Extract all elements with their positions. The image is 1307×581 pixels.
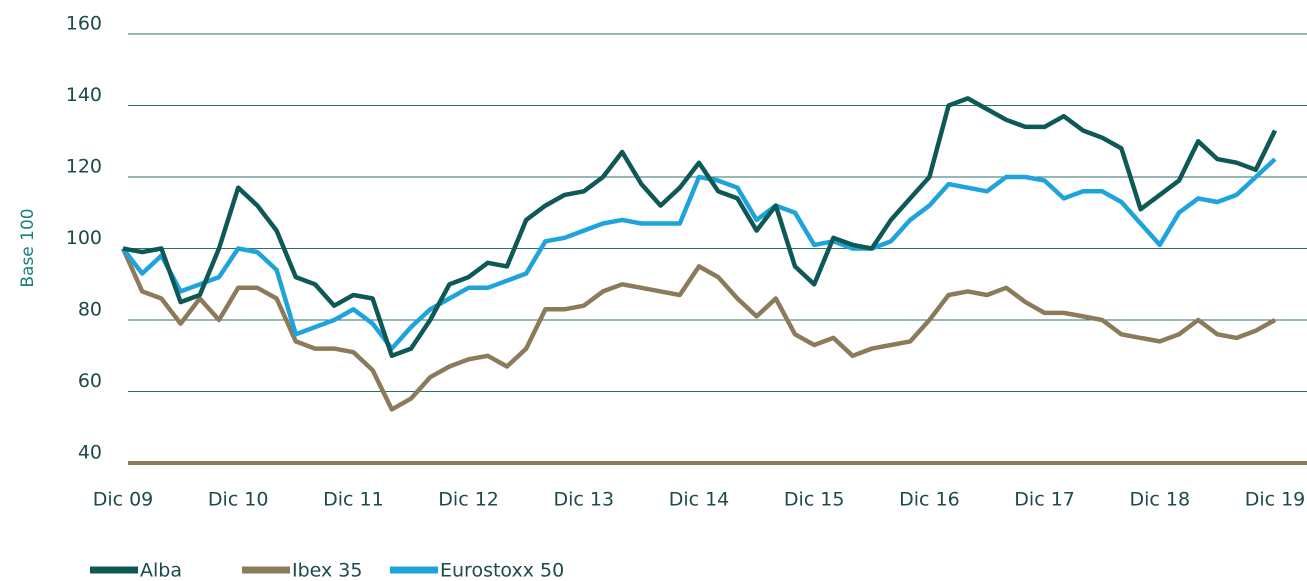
y-tick-label: 40 <box>78 442 102 464</box>
x-tick-label: Dic 15 <box>784 489 845 511</box>
x-tick-label: Dic 14 <box>669 489 730 511</box>
y-tick-label: 140 <box>66 84 102 106</box>
y-tick-label: 60 <box>78 370 102 392</box>
legend-label: Alba <box>140 560 182 581</box>
legend-label: Eurostoxx 50 <box>440 560 564 581</box>
x-tick-label: Dic 16 <box>899 489 960 511</box>
y-axis-label: Base 100 <box>18 208 38 287</box>
x-tick-label: Dic 13 <box>554 489 615 511</box>
x-tick-label: Dic 18 <box>1130 489 1191 511</box>
legend-label: Ibex 35 <box>292 560 362 581</box>
x-tick-label: Dic 17 <box>1014 489 1075 511</box>
x-tick-label: Dic 12 <box>438 489 499 511</box>
series-line <box>120 247 1277 412</box>
series-line <box>121 157 1277 351</box>
x-tick-label: Dic 11 <box>323 489 384 511</box>
series-line <box>122 96 1278 359</box>
x-tick-label: Dic 19 <box>1245 489 1306 511</box>
y-tick-label: 160 <box>66 13 102 35</box>
y-tick-label: 80 <box>78 299 102 321</box>
x-tick-label: Dic 09 <box>93 489 154 511</box>
y-tick-label: 120 <box>66 156 102 178</box>
y-tick-label: 100 <box>66 227 102 249</box>
x-tick-label: Dic 10 <box>208 489 269 511</box>
